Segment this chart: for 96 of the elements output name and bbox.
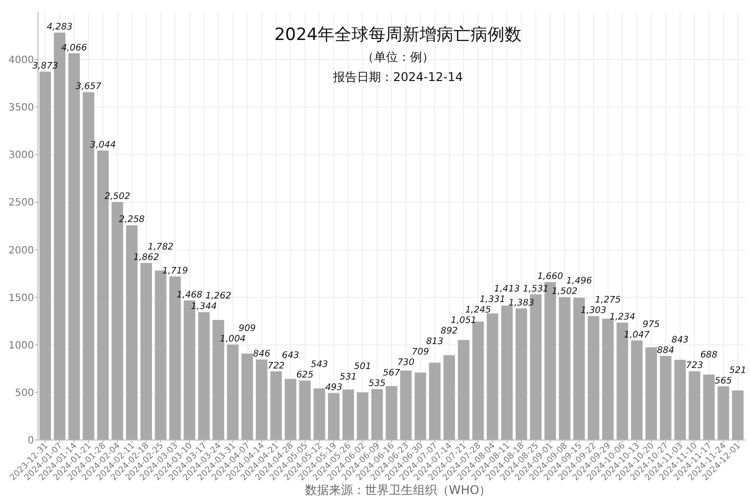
bar	[486, 313, 498, 440]
bar	[501, 306, 513, 440]
data-label: 493	[325, 383, 343, 394]
data-label: 722	[267, 361, 285, 372]
data-label: 3,873	[32, 62, 58, 72]
y-tick-label: 2500	[8, 198, 34, 209]
bar	[241, 354, 253, 440]
bar	[602, 318, 614, 440]
bar	[314, 388, 326, 440]
data-label: 643	[282, 350, 300, 361]
bar	[558, 297, 570, 440]
bar	[227, 344, 239, 440]
bar	[703, 374, 715, 440]
bar	[718, 386, 730, 440]
bar	[371, 389, 383, 440]
data-label: 1,782	[148, 242, 174, 252]
data-label: 1,262	[205, 292, 232, 302]
data-label: 1,303	[580, 306, 607, 316]
data-label: 1,413	[494, 284, 520, 295]
data-label: 1,245	[465, 306, 492, 316]
bar	[270, 371, 282, 440]
data-label: 3,044	[90, 140, 116, 150]
data-label: 1,531	[522, 284, 549, 294]
data-label: 730	[397, 358, 415, 368]
data-label: 688	[700, 350, 718, 361]
data-label: 1,660	[537, 272, 564, 282]
y-tick-label: 3000	[8, 150, 34, 162]
bar	[645, 347, 657, 440]
bar	[400, 370, 412, 440]
bar	[443, 355, 455, 440]
data-label: 1,275	[595, 296, 622, 306]
data-label: 1,496	[566, 276, 592, 287]
bar	[588, 316, 600, 440]
data-label: 4,066	[61, 43, 88, 54]
data-label: 884	[657, 346, 674, 356]
bar	[39, 72, 51, 440]
source-note: 数据来源：世界卫生组织（WHO）	[304, 483, 492, 497]
bar	[732, 390, 744, 440]
data-label: 521	[729, 366, 746, 376]
data-label: 531	[340, 372, 357, 383]
bar	[516, 308, 528, 440]
text: 2024年全球每周新增病亡病例数	[274, 25, 522, 45]
data-label: 2,502	[104, 192, 131, 202]
data-label: 543	[310, 360, 328, 370]
bar	[356, 392, 368, 440]
data-label: 501	[354, 362, 372, 372]
bar	[342, 389, 354, 440]
bar	[674, 360, 686, 440]
data-label: 909	[238, 324, 256, 334]
data-label: 1,719	[162, 266, 188, 277]
data-label: 1,051	[450, 316, 477, 326]
y-tick-label: 2000	[8, 245, 34, 256]
bar	[458, 340, 470, 440]
text: （单位：例）	[362, 50, 434, 64]
data-label: 975	[642, 320, 660, 330]
bar	[631, 340, 643, 440]
bar	[688, 371, 700, 440]
y-tick-label: 500	[14, 388, 34, 399]
data-label: 813	[426, 337, 444, 348]
data-label: 723	[686, 361, 704, 372]
bar	[429, 362, 441, 440]
bar	[386, 386, 398, 440]
data-label: 625	[296, 370, 314, 381]
data-label: 1,047	[624, 330, 650, 340]
data-label: 1,862	[133, 252, 160, 263]
y-tick-label: 4000	[8, 55, 34, 66]
data-label: 4,283	[46, 22, 73, 33]
data-label: 709	[412, 348, 430, 358]
data-label: 843	[671, 335, 689, 346]
data-label: 1,331	[480, 295, 506, 306]
data-label: 1,344	[191, 302, 218, 312]
data-label: 567	[382, 368, 400, 379]
data-label: 1,004	[220, 334, 246, 345]
data-label: 1,468	[176, 290, 203, 300]
data-label: 565	[714, 376, 732, 386]
data-label: 1,383	[508, 298, 535, 308]
data-label: 846	[253, 350, 270, 360]
data-label: 892	[440, 326, 458, 337]
y-tick-label: 3500	[8, 102, 34, 114]
bar	[414, 372, 426, 440]
bar	[299, 380, 311, 440]
y-tick-label: 0	[28, 436, 34, 446]
bar	[140, 262, 152, 440]
bar	[284, 378, 296, 440]
data-label: 2,258	[118, 215, 145, 226]
y-tick-label: 1500	[8, 292, 34, 304]
data-label: 535	[368, 379, 386, 390]
data-label: 1,234	[609, 312, 636, 323]
data-label: 1,502	[552, 287, 578, 298]
bar	[198, 312, 210, 440]
bar	[328, 393, 340, 440]
annotation: 报告日期：2024-12-14	[332, 70, 463, 84]
bar	[660, 356, 672, 440]
y-tick-label: 1000	[8, 340, 34, 352]
data-label: 3,657	[76, 82, 102, 92]
bar	[256, 360, 268, 440]
